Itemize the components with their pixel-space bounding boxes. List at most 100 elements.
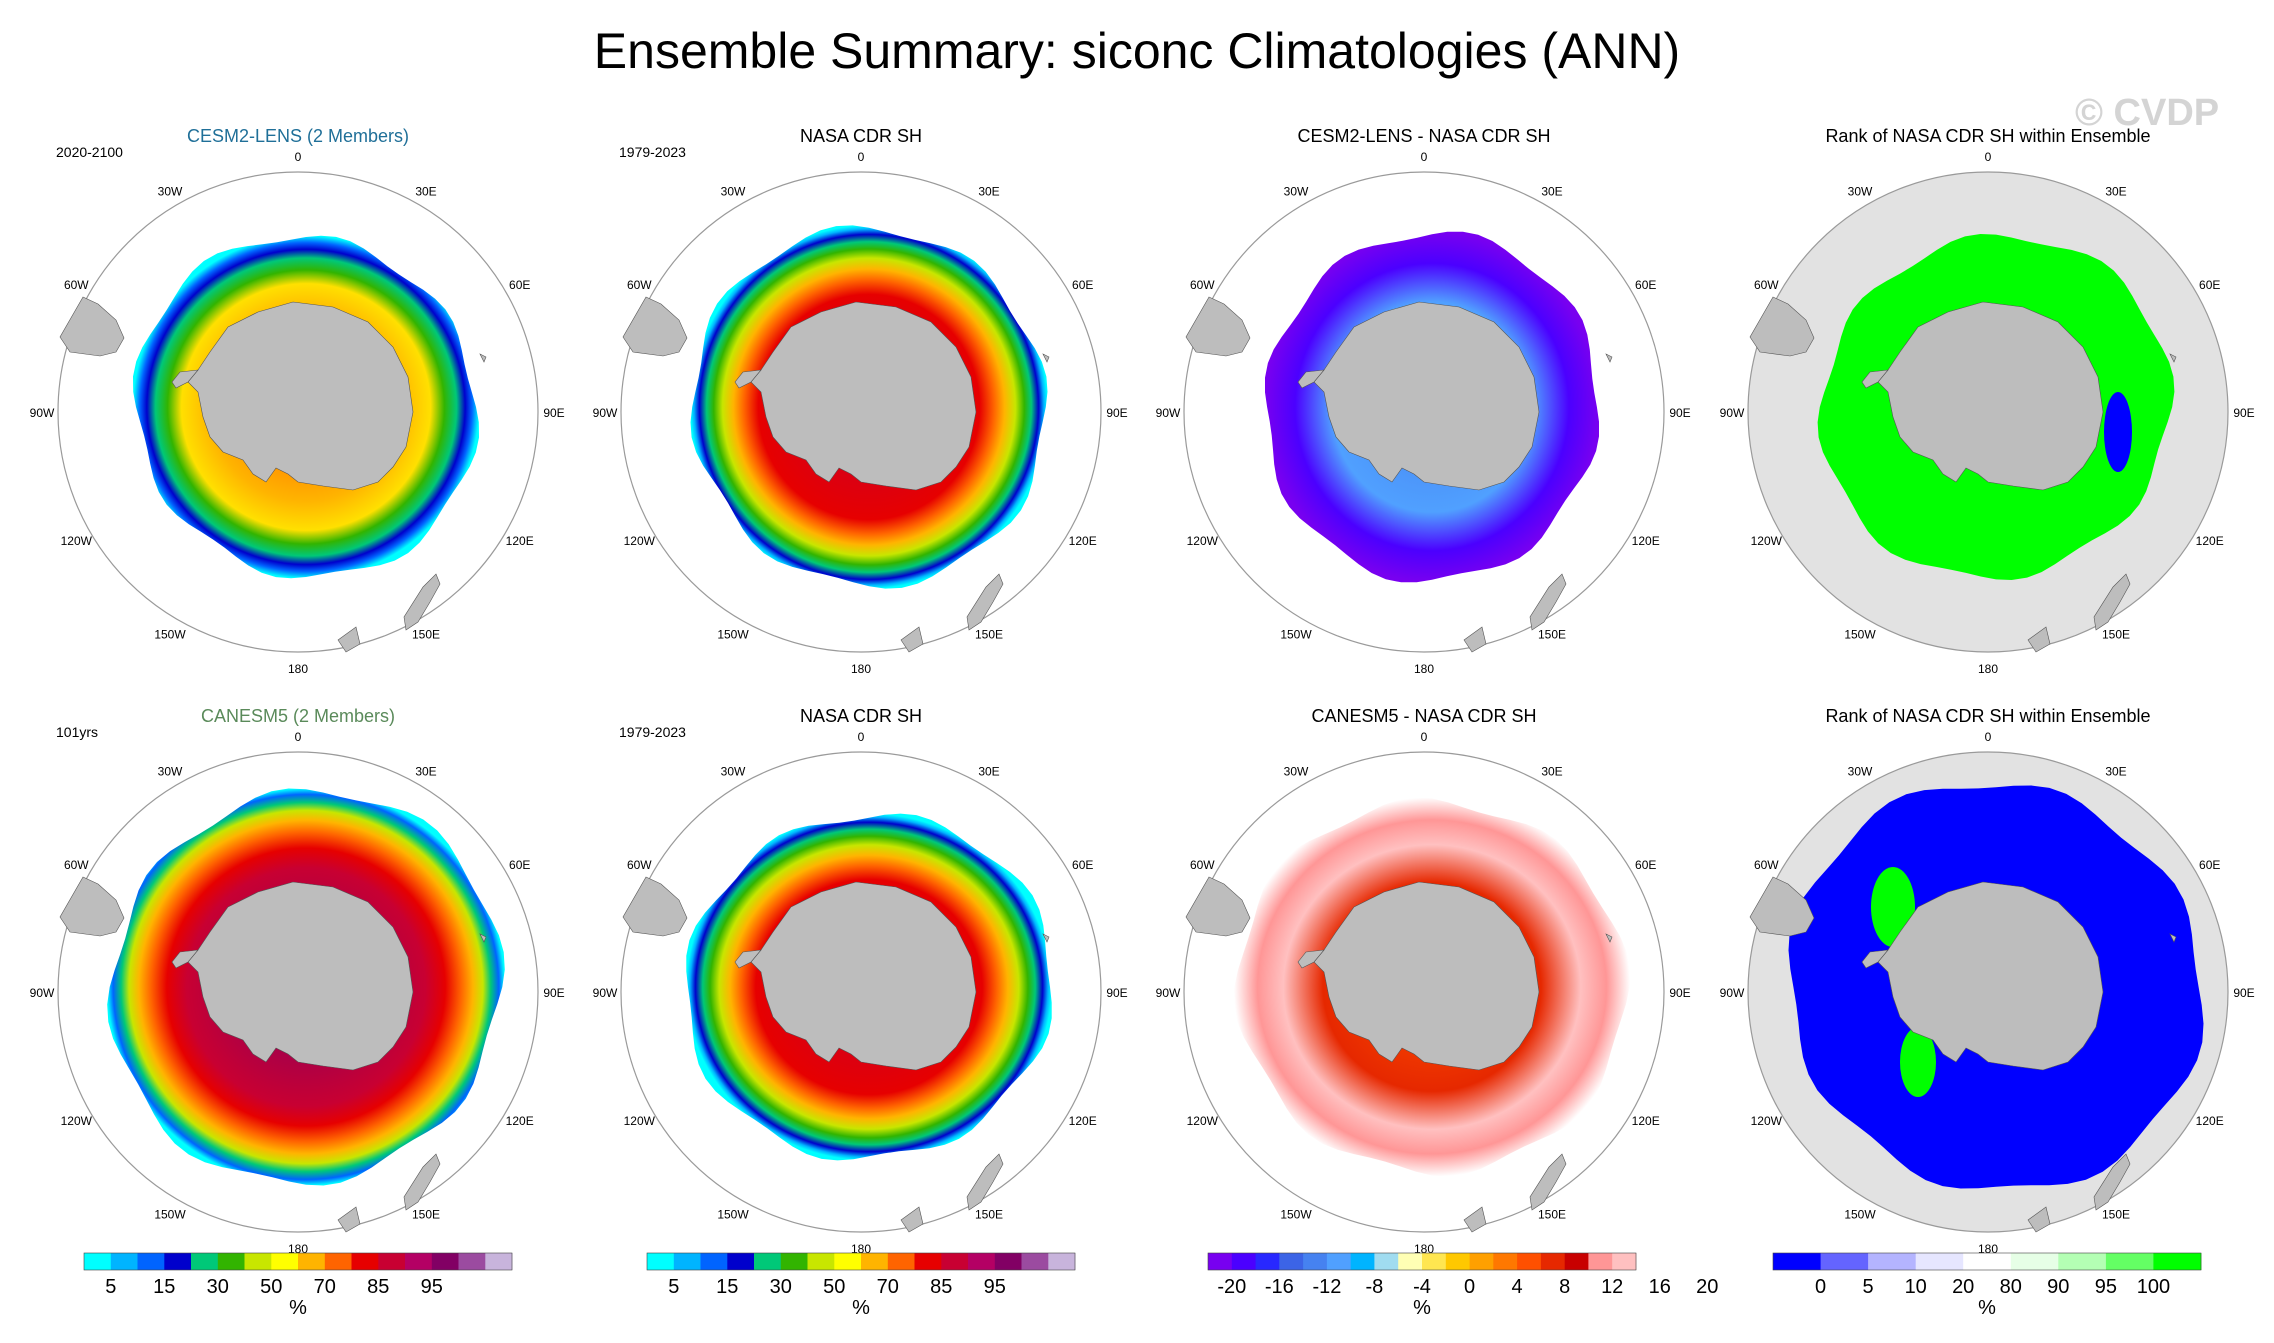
tasmania-land	[1463, 1206, 1487, 1233]
colorbar-swatch	[84, 1253, 112, 1270]
longitude-label: 150W	[154, 628, 186, 642]
antarctic-peninsula-land	[734, 369, 762, 389]
tasmania-land	[900, 626, 924, 653]
panel-title: NASA CDR SH	[800, 706, 922, 726]
longitude-label: 120E	[1069, 1114, 1097, 1128]
colorbar-tick-label: 5	[105, 1276, 116, 1298]
colorbar-swatch	[485, 1253, 513, 1270]
panel-title: Rank of NASA CDR SH within Ensemble	[1825, 706, 2150, 726]
colorbar-swatch	[1398, 1253, 1423, 1270]
panel-period: 2020-2100	[56, 144, 123, 160]
longitude-label: 90W	[1720, 986, 1745, 1000]
tasmania-land	[2027, 626, 2051, 653]
colorbar: 5 15 30 50 70 85 95%	[83, 1252, 513, 1319]
colorbar-swatch	[351, 1253, 379, 1270]
antarctic-peninsula-land	[171, 369, 199, 389]
longitude-label: 120W	[1751, 534, 1783, 548]
colorbar-swatch	[110, 1253, 138, 1270]
longitude-label: 120E	[506, 534, 534, 548]
longitude-label: 30E	[978, 184, 999, 198]
colorbar: -20 -16 -12 -8 -4 0 4 8 12 16 20%	[1207, 1252, 1718, 1319]
longitude-label: 60W	[1754, 278, 1779, 292]
panel-title: CESM2-LENS - NASA CDR SH	[1297, 126, 1550, 146]
longitude-label: 60W	[64, 278, 89, 292]
longitude-label: 120W	[624, 534, 656, 548]
longitude-label: 150W	[1280, 1208, 1312, 1222]
colorbar-tick-label: -4	[1413, 1276, 1431, 1298]
colorbar-swatch	[137, 1253, 165, 1270]
longitude-label: 30E	[1541, 764, 1562, 778]
map-panel: CANESM5 (2 Members) 101yrs 0 30E 60E 90E 120E 1…	[30, 706, 565, 1256]
colorbar-frame	[83, 1252, 513, 1271]
tasmania-land	[337, 626, 361, 653]
longitude-label: 150E	[2102, 1208, 2130, 1222]
new-zealand-land	[403, 573, 441, 631]
africa-land	[1042, 353, 1050, 363]
colorbar-swatch	[2105, 1253, 2154, 1270]
new-zealand-land	[966, 1153, 1004, 1211]
longitude-label: 180	[1978, 662, 1998, 676]
longitude-label: 90W	[593, 986, 618, 1000]
colorbar-swatch	[994, 1253, 1022, 1270]
colorbar-tick-label: 0	[1464, 1276, 1475, 1298]
map-panel: CANESM5 - NASA CDR SH 0 30E 60E 90E 120E 150E 1…	[1156, 706, 1691, 1256]
longitude-label: 180	[288, 1242, 308, 1256]
map-panel: CESM2-LENS - NASA CDR SH 0 30E 60E 90E 120E 15…	[1156, 126, 1691, 676]
new-zealand-land	[1529, 1153, 1567, 1211]
colorbar-swatch	[1773, 1253, 1821, 1270]
map-panel: Rank of NASA CDR SH within Ensemble 0 30E 6…	[1720, 706, 2255, 1256]
colorbar-swatch	[2058, 1253, 2107, 1270]
antarctic-peninsula-land	[1297, 949, 1325, 969]
antarctic-peninsula-land	[171, 949, 199, 969]
longitude-label: 120E	[2196, 1114, 2224, 1128]
longitude-label: 90E	[2233, 986, 2254, 1000]
colorbar-swatch	[941, 1253, 969, 1270]
rank-high-patch	[1900, 1027, 1936, 1097]
colorbar-swatch	[700, 1253, 728, 1270]
longitude-label: 120E	[1632, 1114, 1660, 1128]
longitude-label: 150E	[975, 1208, 1003, 1222]
colorbar-swatch	[1021, 1253, 1049, 1270]
longitude-label: 60E	[2199, 858, 2220, 872]
longitude-label: 30W	[1284, 764, 1309, 778]
colorbar-tick-label: 100	[2137, 1276, 2170, 1298]
colorbar-swatch	[244, 1253, 272, 1270]
africa-land	[1605, 933, 1613, 943]
longitude-label: 150E	[975, 628, 1003, 642]
colorbar-tick-label: 80	[2000, 1276, 2022, 1298]
colorbar-tick-label: 50	[260, 1276, 282, 1298]
colorbar-tick-label: 85	[367, 1276, 389, 1298]
colorbar-unit: %	[852, 1297, 870, 1319]
colorbar-tick-label: 50	[823, 1276, 845, 1298]
panel-title: CANESM5 (2 Members)	[201, 706, 395, 726]
map-panel: NASA CDR SH 1979-2023 0 30E 60E 90E 120E 150E 18…	[593, 126, 1128, 676]
colorbar-swatch	[1231, 1253, 1256, 1270]
longitude-label: 30E	[415, 184, 436, 198]
longitude-label: 60E	[1072, 278, 1093, 292]
cvdp-watermark: © CVDP	[2075, 92, 2220, 134]
colorbar-tick-label: 30	[207, 1276, 229, 1298]
colorbar-frame	[646, 1252, 1076, 1271]
antarctica-land	[187, 881, 414, 1071]
colorbar-swatch	[1326, 1253, 1352, 1270]
antarctica-land	[1877, 301, 2104, 491]
colorbar-tick-label: 16	[1649, 1276, 1671, 1298]
longitude-label: 90E	[1106, 986, 1127, 1000]
longitude-label: 90E	[1669, 986, 1690, 1000]
colorbar-swatch	[1279, 1253, 1304, 1270]
main-title: Ensemble Summary: siconc Climatologies (…	[593, 23, 1681, 79]
colorbar-tick-label: 85	[930, 1276, 952, 1298]
longitude-label: 150W	[154, 1208, 186, 1222]
map-panel: NASA CDR SH 1979-2023 0 30E 60E 90E 120E 150E 18…	[593, 706, 1128, 1256]
longitude-label: 60E	[1635, 858, 1656, 872]
colorbar-swatch	[298, 1253, 326, 1270]
colorbar-frame	[1772, 1252, 2202, 1271]
colorbar-swatch	[887, 1253, 915, 1270]
colorbar-unit: %	[1978, 1297, 1996, 1319]
colorbar-swatch	[1540, 1253, 1566, 1270]
antarctica-land	[750, 881, 977, 1071]
colorbar-swatch	[378, 1253, 406, 1270]
longitude-label: 0	[1985, 730, 1992, 744]
longitude-label: 60W	[64, 858, 89, 872]
colorbar-tick-label: 90	[2047, 1276, 2069, 1298]
